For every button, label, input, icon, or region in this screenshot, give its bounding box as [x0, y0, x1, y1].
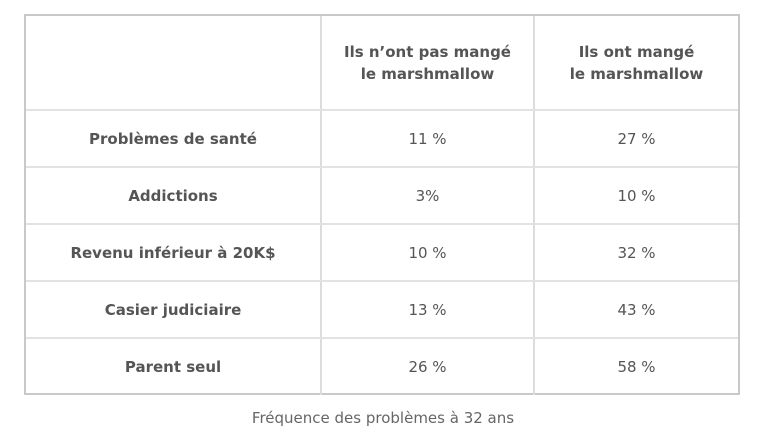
value-cell: 26 %: [321, 338, 535, 395]
row-label: Addictions: [26, 167, 322, 225]
value-cell: 58 %: [617, 358, 656, 376]
table-row: Parent seul 26 % 58 %: [26, 338, 738, 395]
table-caption: Fréquence des problèmes à 32 ans: [251, 409, 515, 427]
value-cell: 13 %: [321, 281, 535, 339]
table-row: Problèmes de santé 11 % 27 %: [26, 110, 738, 168]
column-header-line: Ils ont mangé: [578, 42, 695, 61]
column-header-eaten: Ils ont mangé le marshmallow: [534, 16, 738, 111]
column-header-line: le marshmallow: [569, 64, 704, 83]
row-label: Problèmes de santé: [26, 110, 322, 168]
corner-header-cell: [26, 16, 322, 111]
results-table: Ils n’ont pas mangé le marshmallow Ils o…: [26, 16, 738, 395]
table-container: Ils n’ont pas mangé le marshmallow Ils o…: [24, 14, 740, 395]
value-cell: 10 %: [534, 167, 738, 225]
value-cell: 10 %: [321, 224, 535, 282]
value-cell: 32 %: [534, 224, 738, 282]
column-header-line: Ils n’ont pas mangé: [344, 42, 511, 61]
table-row: Revenu inférieur à 20K$ 10 % 32 %: [26, 224, 738, 282]
table-header-row: Ils n’ont pas mangé le marshmallow Ils o…: [26, 16, 738, 111]
value-cell: 27 %: [534, 110, 738, 168]
table-row: Addictions 3% 10 %: [26, 167, 738, 225]
column-header-not-eaten: Ils n’ont pas mangé le marshmallow: [321, 16, 535, 111]
row-label: Parent seul: [26, 338, 322, 395]
value-cell: 3%: [321, 167, 535, 225]
row-label: Casier judiciaire: [26, 281, 322, 339]
column-header-line: le marshmallow: [360, 64, 495, 83]
table-row: Casier judiciaire 13 % 43 %: [26, 281, 738, 339]
row-label: Revenu inférieur à 20K$: [26, 224, 322, 282]
value-cell: 43 %: [534, 281, 738, 339]
value-cell: 11 %: [321, 110, 535, 168]
